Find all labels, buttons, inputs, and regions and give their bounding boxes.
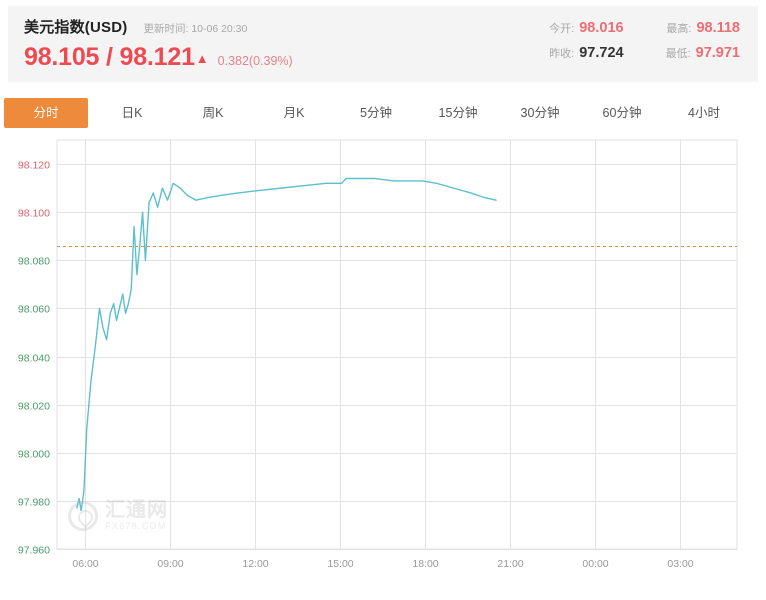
price-row: 98.105 / 98.121 ▲ 0.382(0.39%) — [24, 43, 293, 72]
chart-canvas: 98.120 98.100 98.080 98.060 98.040 98.020 98.0… — [18, 139, 738, 570]
x-axis-tick-label: 03:00 — [667, 558, 693, 570]
update-time-label: 更新时间: — [143, 23, 189, 35]
stat-prev-close-label: 昨收: — [549, 48, 575, 60]
x-axis-tick-label: 12:00 — [242, 558, 268, 570]
y-axis-tick-label: 98.000 — [18, 449, 50, 461]
stat-high-value: 98.118 — [696, 20, 740, 36]
stat-low: 最低: 97.971 — [666, 45, 740, 61]
tab-period-4[interactable]: 5分钟 — [360, 106, 392, 120]
quote-stats-column-right: 最高: 98.118 最低: 97.971 — [666, 20, 740, 61]
tab-period-2[interactable]: 周K — [202, 106, 224, 120]
price-bid-ask: 98.105 / 98.121 — [24, 43, 195, 71]
stat-high: 最高: 98.118 — [666, 20, 740, 36]
y-axis-tick-label: 98.120 — [18, 160, 50, 172]
chart-y-axis-labels: 98.120 98.100 98.080 98.060 98.040 98.020 98.0… — [18, 160, 50, 557]
y-axis-tick-label: 98.060 — [18, 304, 50, 316]
x-axis-tick-label: 15:00 — [327, 558, 353, 570]
stat-prev-close: 昨收: 97.724 — [549, 45, 623, 61]
x-axis-tick-label: 18:00 — [412, 558, 438, 570]
y-axis-tick-label: 97.980 — [18, 497, 50, 509]
quote-stats-column-left: 今开: 98.016 昨收: 97.724 — [549, 20, 623, 61]
x-axis-tick-label: 06:00 — [72, 558, 98, 570]
y-axis-tick-label: 98.020 — [18, 401, 50, 413]
stat-open-value: 98.016 — [579, 20, 624, 36]
stat-open-label: 今开: — [549, 23, 575, 35]
price-line-series — [76, 177, 497, 512]
price-change: 0.382(0.39%) — [217, 54, 293, 68]
quote-header-panel: 美元指数(USD) 更新时间: 10-06 20:30 98.105 / 98.… — [8, 6, 758, 82]
y-axis-tick-label: 98.100 — [18, 208, 50, 220]
stat-prev-close-value: 97.724 — [579, 45, 624, 61]
y-axis-tick-label: 98.080 — [18, 256, 50, 268]
instrument-name-row: 美元指数(USD) 更新时间: 10-06 20:30 — [24, 16, 293, 37]
tab-period-5[interactable]: 15分钟 — [438, 106, 478, 120]
update-time-block: 更新时间: 10-06 20:30 — [143, 21, 247, 36]
x-axis-tick-label: 21:00 — [497, 558, 523, 570]
tab-period-6[interactable]: 30分钟 — [520, 106, 560, 120]
tab-period-3[interactable]: 月K — [283, 106, 305, 120]
stat-low-value: 97.971 — [695, 45, 740, 61]
x-axis-tick-label: 00:00 — [582, 558, 608, 570]
price-chart[interactable]: 98.120 98.100 98.080 98.060 98.040 98.020 98.0… — [0, 134, 766, 594]
y-axis-tick-label: 97.960 — [18, 545, 50, 557]
instrument-name: 美元指数(USD) — [24, 19, 128, 36]
x-axis-tick-label: 09:00 — [157, 558, 183, 570]
tab-period-7[interactable]: 60分钟 — [602, 106, 642, 120]
chart-gridlines — [56, 139, 738, 550]
arrow-up-icon: ▲ — [195, 51, 209, 66]
quote-stats: 今开: 98.016 昨收: 97.724 最高: 98.118 最低: 97.… — [549, 20, 740, 61]
update-time-value: 10-06 20:30 — [191, 23, 248, 35]
tab-period-1[interactable]: 日K — [121, 106, 143, 120]
stat-low-label: 最低: — [665, 48, 691, 60]
quote-primary-block: 美元指数(USD) 更新时间: 10-06 20:30 98.105 / 98.… — [24, 16, 293, 72]
stat-open: 今开: 98.016 — [549, 20, 623, 36]
stat-high-label: 最高: — [666, 23, 692, 35]
period-tab-bar[interactable]: 分时 日K 周K 月K 5分钟 15分钟 30分钟 60分钟 4小时 — [4, 98, 758, 128]
tab-active-period-0[interactable]: 分时 — [4, 98, 88, 128]
y-axis-tick-label: 98.040 — [18, 353, 50, 365]
tab-period-8[interactable]: 4小时 — [688, 106, 720, 120]
chart-x-axis-labels: 06:00 09:00 12:00 15:00 18:00 21:00 00:00 03:00 — [72, 558, 693, 570]
